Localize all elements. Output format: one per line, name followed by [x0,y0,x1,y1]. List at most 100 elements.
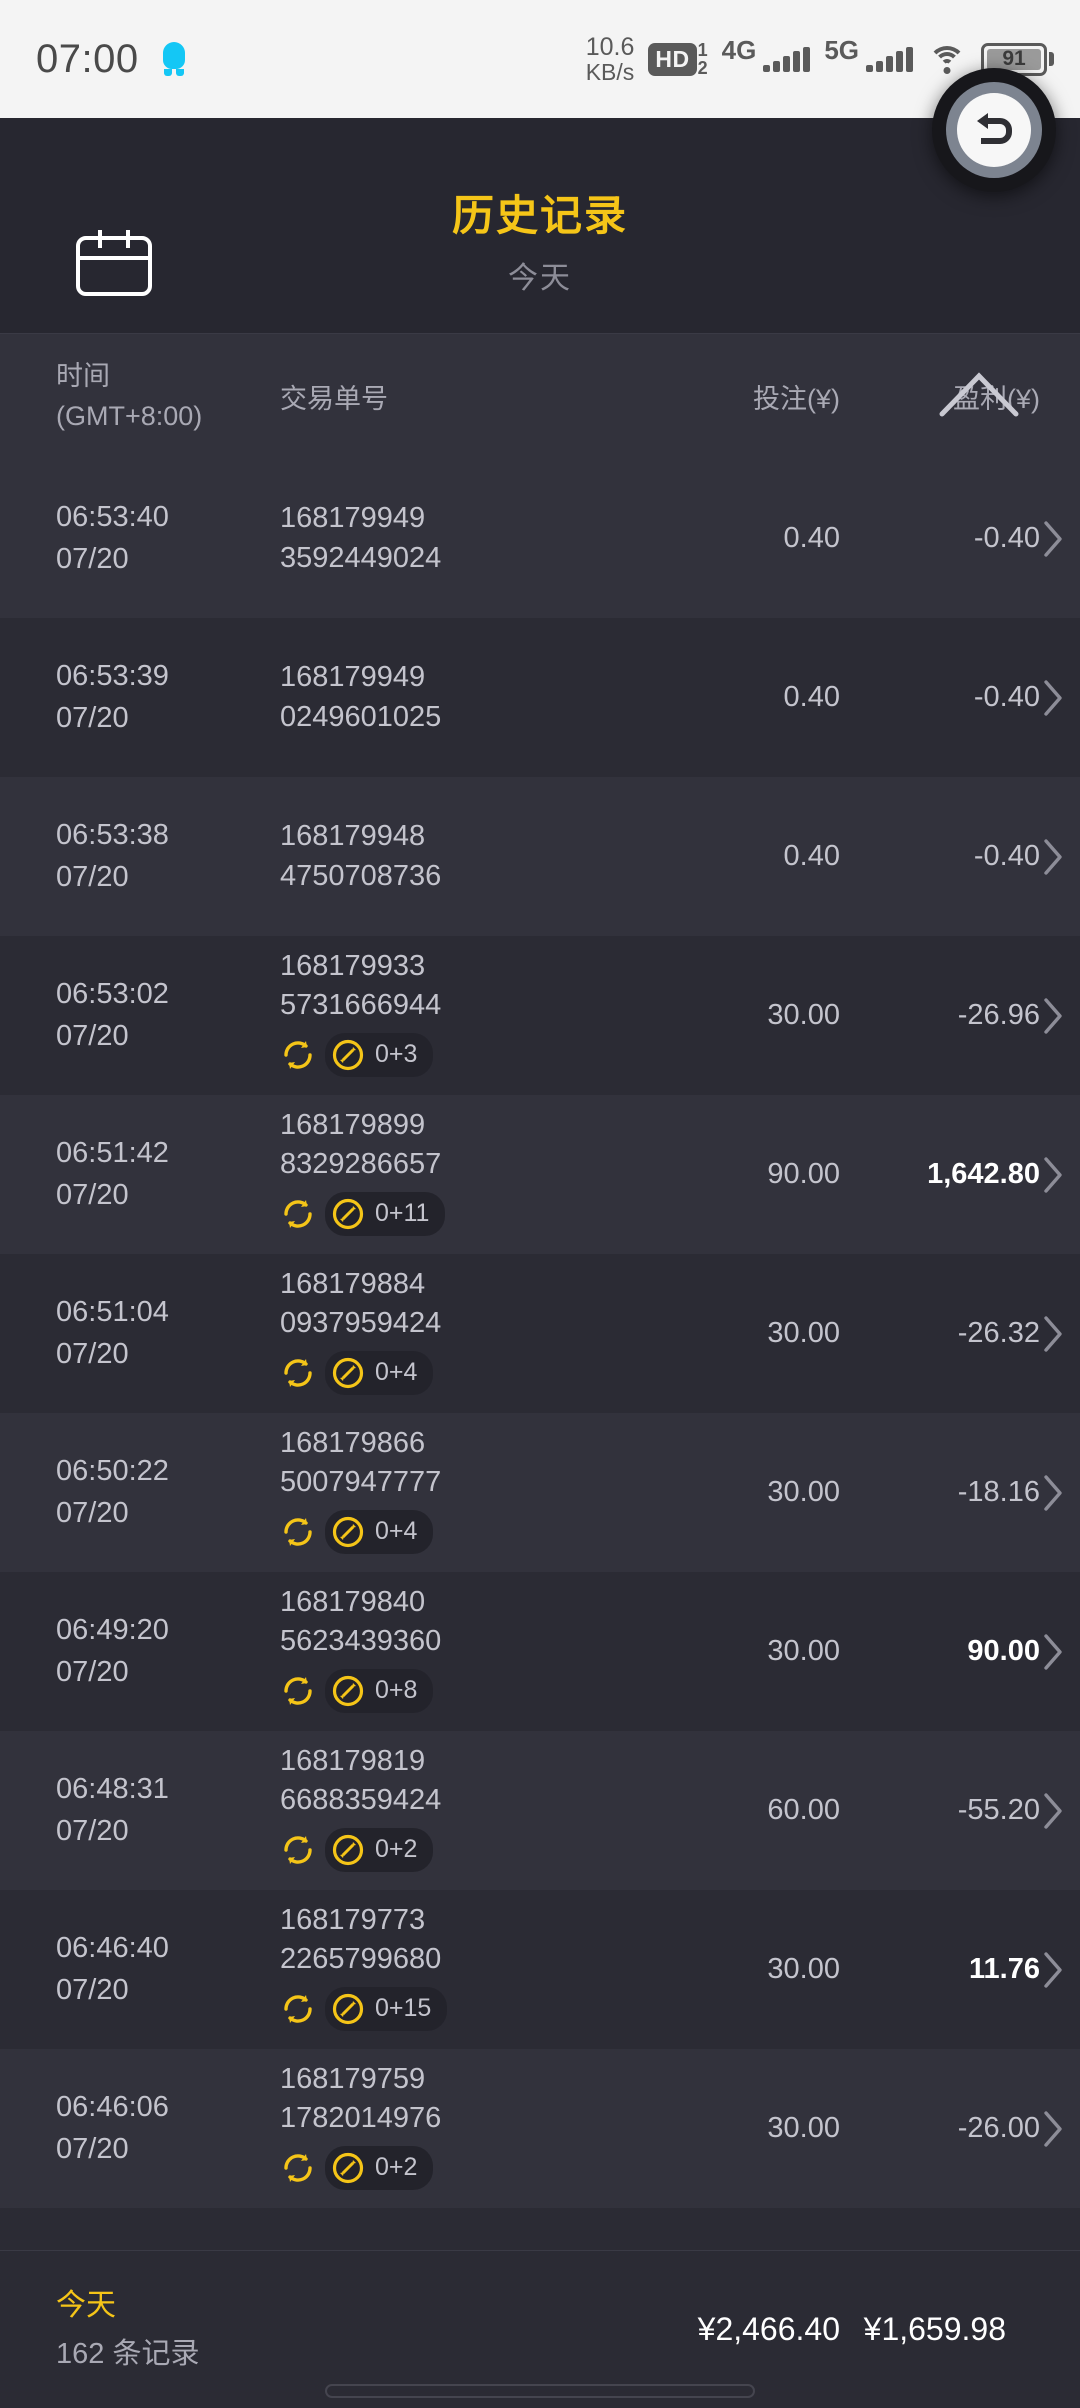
row-order-line1: 168179884 [280,1267,426,1300]
row-time: 06:53:38 07/20 [0,815,280,897]
row-order-number: 168179759 1782014976 0+2 [280,2060,610,2197]
row-badge: 0+2 [280,1828,434,1873]
table-row[interactable]: 06:53:39 07/20 168179949 0249601025 0.40 -0.4… [0,618,1080,777]
row-date-value: 07/20 [56,1655,129,1688]
row-badge-pill: 0+11 [325,1192,446,1237]
summary-total-bet: ¥2,466.40 [697,2311,840,2347]
summary-record-count: 162 条记录 [56,2338,200,2371]
row-order-line1: 168179773 [280,1903,426,1936]
row-bet-amount: 0.40 [783,681,840,713]
expand-icon [332,1039,364,1071]
row-time: 06:48:31 07/20 [0,1769,280,1851]
row-order-line2: 3592449024 [280,541,442,574]
hd-voice-icon: HD 1 2 [648,40,708,77]
table-row[interactable]: 06:48:31 07/20 168179819 6688359424 0+2 60.00… [0,1731,1080,1890]
row-detail-chevron[interactable] [1040,1473,1080,1513]
row-detail-chevron[interactable] [1040,678,1080,718]
row-detail-chevron[interactable] [1040,1632,1080,1672]
row-date-value: 07/20 [56,860,129,893]
status-bar-left: 07:00 [36,37,187,82]
table-row[interactable]: 06:53:38 07/20 168179948 4750708736 0.40 -0.4… [0,777,1080,936]
chevron-up-icon[interactable] [936,368,1022,425]
row-bet-amount: 30.00 [767,1953,840,1985]
row-badge: 0+3 [280,1033,434,1078]
row-detail-chevron[interactable] [1040,519,1080,559]
row-order-line1: 168179949 [280,502,426,535]
home-indicator[interactable] [325,2384,755,2398]
row-order-line2: 8329286657 [280,1147,442,1180]
row-time: 06:46:06 07/20 [0,2087,280,2169]
row-profit-amount: -26.00 [957,2112,1040,2144]
row-detail-chevron[interactable] [1040,996,1080,1036]
row-date-value: 07/20 [56,1973,129,2006]
table-row[interactable]: 06:51:42 07/20 168179899 8329286657 0+11 90.0… [0,1095,1080,1254]
net-speed-unit: KB/s [585,59,635,86]
recycle-icon [284,2154,312,2183]
row-date-value: 07/20 [56,1496,129,1529]
recycle-icon [284,1995,312,2024]
row-order-line1: 168179948 [280,820,426,853]
row-date-value: 07/20 [56,1019,129,1052]
row-bet-amount: 0.40 [783,522,840,554]
row-date-value: 07/20 [56,2132,129,2165]
row-detail-chevron[interactable] [1040,1950,1080,1990]
row-badge-count: 0+11 [375,1199,430,1228]
network-type-1: 4G [721,35,757,65]
expand-icon [332,1198,364,1230]
table-row[interactable]: 06:51:04 07/20 168179884 0937959424 0+4 30.00… [0,1254,1080,1413]
row-time: 06:53:02 07/20 [0,974,280,1056]
network-speed-indicator: 10.6 KB/s [586,34,635,85]
hd-sim-top: 1 [697,40,708,60]
back-arrow-icon [977,113,1012,144]
row-badge-pill: 0+4 [325,1510,434,1555]
qq-penguin-icon [161,42,187,76]
row-profit-amount: -0.40 [973,681,1040,713]
calendar-icon[interactable] [72,224,156,300]
row-order-line2: 0249601025 [280,700,442,733]
row-order-line2: 0937959424 [280,1306,442,1339]
row-badge-count: 0+8 [375,1676,418,1705]
row-date-value: 07/20 [56,1337,129,1370]
expand-icon [332,1516,364,1548]
row-order-number: 168179949 0249601025 [280,658,610,736]
row-order-line2: 2265799680 [280,1942,442,1975]
floating-back-button[interactable] [932,68,1056,192]
expand-icon [332,1834,364,1866]
row-profit-amount: -55.20 [957,1794,1040,1826]
status-bar-right: 10.6 KB/s HD 1 2 4G 5G 91 [586,34,1054,85]
row-time-value: 06:46:40 [56,1932,169,1965]
recycle-icon [284,1677,312,1706]
table-row[interactable]: 06:53:40 07/20 168179949 3592449024 0.40 -0.4… [0,459,1080,618]
row-badge-pill: 0+3 [325,1033,434,1078]
table-row[interactable]: 06:49:20 07/20 168179840 5623439360 0+8 30.00… [0,1572,1080,1731]
history-list[interactable]: 06:53:40 07/20 168179949 3592449024 0.40 -0.4… [0,459,1080,2208]
page-title: 历史记录 [451,192,628,239]
chevron-right-icon [1044,1156,1062,1193]
row-bet-amount: 30.00 [767,1635,840,1667]
expand-icon [332,1675,364,1707]
table-row[interactable]: 06:53:02 07/20 168179933 5731666944 0+3 30.00… [0,936,1080,1095]
row-bet-amount: 60.00 [767,1794,840,1826]
row-profit-amount: 90.00 [967,1635,1040,1667]
row-detail-chevron[interactable] [1040,1791,1080,1831]
row-bet-amount: 30.00 [767,2112,840,2144]
row-order-line2: 4750708736 [280,859,442,892]
signal-5g-icon: 5G [824,37,913,72]
row-profit-amount: -0.40 [973,840,1040,872]
row-order-line1: 168179933 [280,949,426,982]
table-row[interactable]: 06:50:22 07/20 168179866 5007947777 0+4 30.00… [0,1413,1080,1572]
table-row[interactable]: 06:46:40 07/20 168179773 2265799680 0+15 30.0… [0,1890,1080,2049]
row-detail-chevron[interactable] [1040,2109,1080,2149]
row-order-line2: 5007947777 [280,1465,442,1498]
row-order-number: 168179840 5623439360 0+8 [280,1583,610,1720]
row-order-number: 168179819 6688359424 0+2 [280,1742,610,1879]
table-row[interactable]: 06:46:06 07/20 168179759 1782014976 0+2 30.00… [0,2049,1080,2208]
row-time-value: 06:53:40 [56,501,169,534]
row-bet-amount: 90.00 [767,1158,840,1190]
row-detail-chevron[interactable] [1040,1155,1080,1195]
row-detail-chevron[interactable] [1040,837,1080,877]
row-detail-chevron[interactable] [1040,1314,1080,1354]
row-badge-count: 0+15 [375,1994,432,2023]
row-order-line1: 168179840 [280,1585,426,1618]
chevron-right-icon [1044,1633,1062,1670]
